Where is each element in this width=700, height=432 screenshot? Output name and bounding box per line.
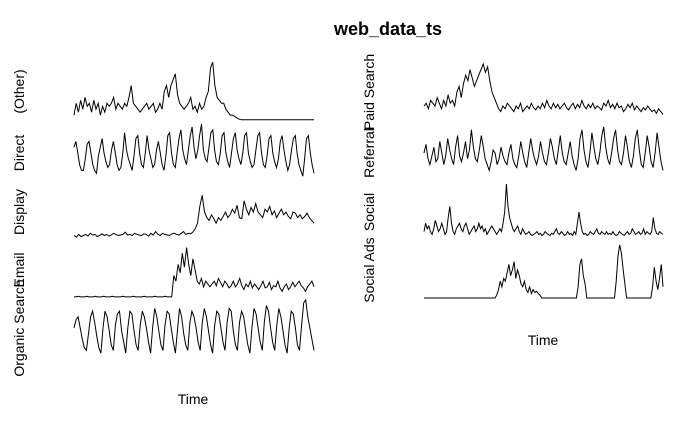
series-line-social [423, 183, 664, 237]
y-axis-label-display: Display [11, 189, 27, 235]
series-line-direct [73, 123, 315, 177]
y-axis-label-email: Email [11, 252, 27, 287]
series-line-referral [423, 126, 664, 173]
x-axis-label-left: Time [178, 391, 209, 407]
y-axis-label-referral: Referral [361, 128, 377, 178]
series-line-display [73, 195, 315, 238]
y-axis-label-paid-search: Paid Search [361, 54, 377, 130]
x-axis-label-right: Time [528, 332, 559, 348]
y-axis-label-social-ads: Social Ads [361, 237, 377, 302]
y-axis-label-direct: Direct [11, 135, 27, 172]
chart-title: web_data_ts [333, 19, 442, 39]
series-line-other [73, 61, 314, 121]
series-line-paid-search [423, 62, 664, 115]
y-axis-label-social: Social [361, 193, 377, 231]
series-line-email [74, 247, 315, 298]
y-axis-label-organic-search: Organic Search [11, 279, 27, 376]
series-line-organic-search [73, 298, 315, 354]
y-axis-label-other: (Other) [11, 69, 27, 113]
series-line-social-ads [424, 244, 664, 299]
